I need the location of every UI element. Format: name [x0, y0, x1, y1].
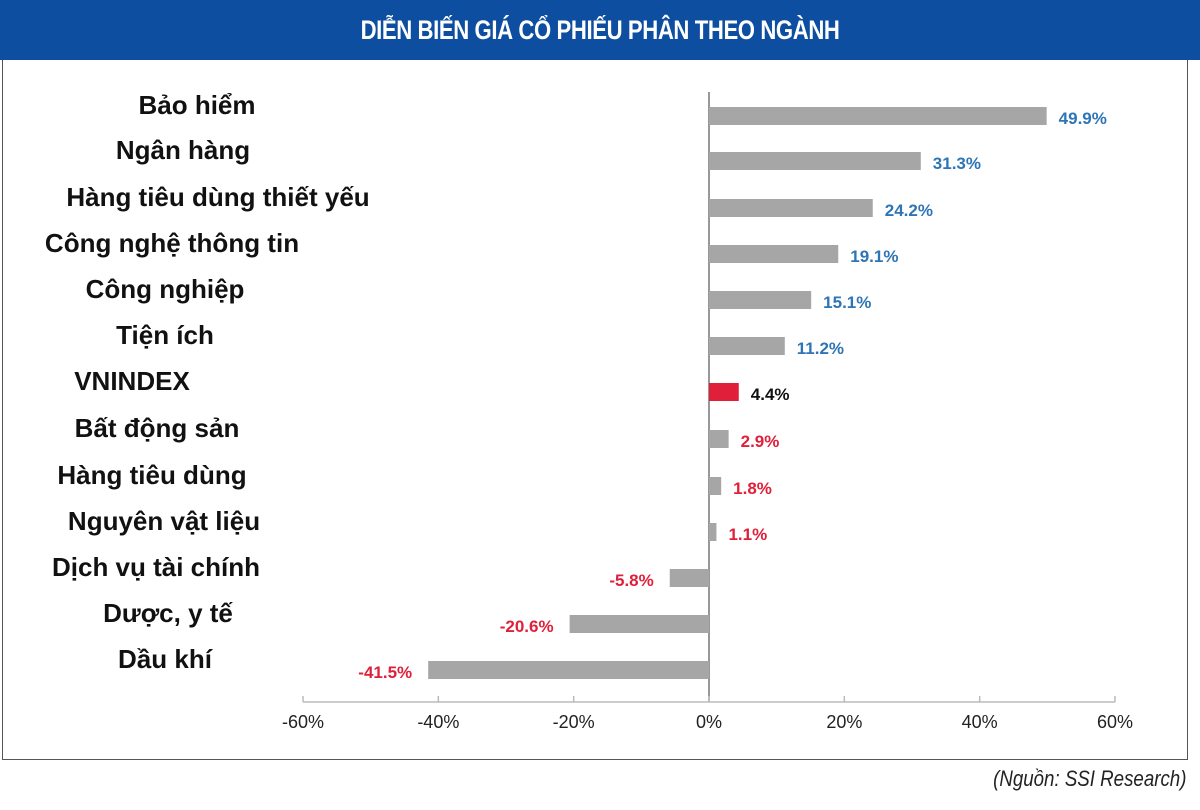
- bar-6: [709, 383, 739, 401]
- x-tick-label: -40%: [417, 712, 459, 732]
- data-label: 1.1%: [728, 525, 767, 544]
- data-label: -20.6%: [500, 617, 554, 636]
- x-tick-label: -20%: [553, 712, 595, 732]
- data-label: -41.5%: [358, 663, 412, 682]
- category-label: Ngân hàng: [116, 135, 250, 165]
- data-label: -5.8%: [609, 571, 653, 590]
- bar-4: [709, 291, 812, 309]
- category-label: Công nghiệp: [86, 274, 245, 304]
- data-label: 15.1%: [823, 293, 871, 312]
- category-label: Dầu khí: [118, 644, 213, 674]
- category-label: Công nghệ thông tin: [45, 228, 299, 258]
- category-label: Bất động sản: [75, 413, 240, 443]
- data-label: 4.4%: [751, 385, 790, 404]
- category-label: Hàng tiêu dùng thiết yếu: [66, 182, 369, 212]
- bar-7: [709, 430, 729, 448]
- category-label: Nguyên vật liệu: [68, 506, 260, 536]
- data-label: 2.9%: [741, 432, 780, 451]
- bar-5: [709, 337, 785, 355]
- x-tick-label: -60%: [282, 712, 324, 732]
- data-label: 24.2%: [885, 201, 933, 220]
- category-label: Tiện ích: [116, 320, 214, 350]
- bar-9: [709, 523, 717, 541]
- bar-11: [569, 615, 709, 633]
- x-tick-label: 60%: [1097, 712, 1133, 732]
- bar-1: [709, 152, 921, 170]
- data-label: 19.1%: [850, 247, 898, 266]
- category-label: VNINDEX: [74, 366, 190, 396]
- bar-8: [709, 477, 722, 495]
- source-note: (Nguồn: SSI Research): [992, 766, 1186, 791]
- chart-frame: [2, 60, 1188, 760]
- category-label: Hàng tiêu dùng: [57, 460, 246, 490]
- data-label: 11.2%: [797, 339, 844, 358]
- category-label: Dược, y tế: [103, 598, 233, 628]
- chart-title-bar: DIỄN BIẾN GIÁ CỔ PHIẾU PHÂN THEO NGÀNH: [0, 0, 1200, 60]
- x-tick-label: 0%: [696, 712, 722, 732]
- x-tick-label: 40%: [962, 712, 998, 732]
- bar-12: [428, 661, 709, 679]
- bar-3: [709, 245, 839, 263]
- category-label: Bảo hiểm: [138, 90, 255, 120]
- data-label: 31.3%: [933, 154, 981, 173]
- chart-title: DIỄN BIẾN GIÁ CỔ PHIẾU PHÂN THEO NGÀNH: [360, 14, 840, 45]
- data-label: 1.8%: [733, 479, 772, 498]
- bar-2: [709, 199, 873, 217]
- data-label: 49.9%: [1059, 109, 1107, 128]
- category-label: Dịch vụ tài chính: [52, 552, 260, 582]
- bar-0: [709, 107, 1047, 125]
- bar-10: [669, 569, 709, 587]
- x-tick-label: 20%: [826, 712, 862, 732]
